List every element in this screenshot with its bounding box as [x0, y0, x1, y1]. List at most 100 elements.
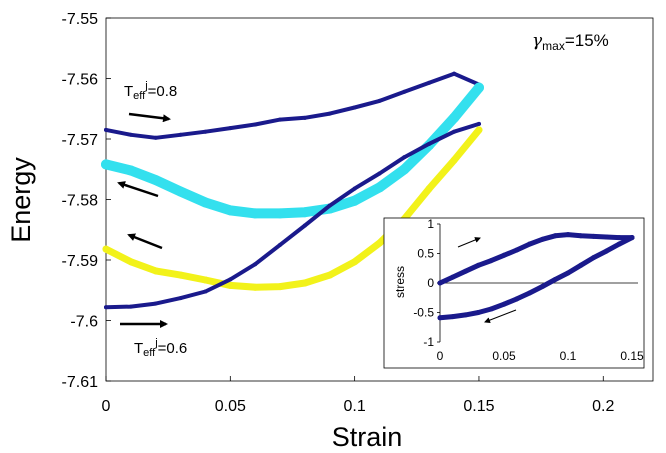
data-point — [449, 112, 460, 123]
data-point — [153, 301, 158, 306]
data-point — [104, 127, 108, 132]
main-plot: -7.55 -7.56 -7.57 -7.58 -7.59 -7.6 -7.61 0 0.05… — [62, 11, 654, 415]
inset-data-point — [501, 301, 507, 307]
data-point — [301, 279, 309, 287]
data-point — [278, 117, 283, 122]
data-point — [425, 185, 433, 193]
inset-arrow-upper — [457, 237, 481, 248]
gamma-max-annotation: γmax=15% — [532, 31, 609, 53]
arrow-left-cyan — [117, 181, 159, 198]
teff-lower-prefix: T — [134, 340, 143, 357]
inset-data-point — [552, 233, 558, 239]
inset-y-tick-label: 1 — [427, 217, 434, 231]
arrow-left-yellow — [127, 233, 163, 250]
teff-lower-label: Teffj=0.6 — [134, 337, 187, 359]
inset-data-point — [591, 255, 597, 261]
data-point — [427, 80, 432, 85]
series-layer — [101, 71, 484, 310]
inset-arrow-lower — [484, 309, 517, 323]
x-tick-label: 0.15 — [463, 398, 494, 415]
inset-x-tick-label: 0 — [437, 349, 444, 363]
inset-data-point — [475, 310, 481, 315]
inset-x-tick-label: 0.1 — [560, 349, 577, 363]
data-point — [276, 283, 284, 291]
teff-upper-label: Teffj=0.8 — [124, 80, 177, 102]
data-point — [228, 277, 233, 282]
data-point — [178, 296, 183, 301]
data-point — [452, 71, 457, 76]
data-point — [251, 283, 259, 291]
teff-upper-sub: eff — [133, 90, 146, 102]
x-axis-label: Strain — [332, 422, 403, 452]
data-point — [302, 223, 307, 228]
data-point — [351, 258, 359, 266]
x-tick-label: 0.1 — [344, 398, 366, 415]
inset-x-ticks: 0 0.05 0.1 0.15 — [437, 349, 644, 363]
inset-data-point — [616, 235, 622, 241]
series-teff-0.8-dark — [104, 71, 481, 140]
inset-x-tick-label: 0.05 — [492, 349, 516, 363]
inset-data-point — [565, 232, 571, 238]
inset-data-point — [475, 262, 481, 268]
data-point — [278, 242, 283, 247]
y-tick-label: -7.6 — [70, 314, 98, 331]
inset-data-point — [437, 315, 443, 321]
data-point — [402, 89, 407, 94]
data-point — [349, 195, 360, 206]
data-point — [399, 164, 410, 175]
data-point — [275, 208, 286, 219]
series-teff-0.6-dark — [104, 121, 481, 310]
inset-data-point — [578, 262, 584, 268]
inset-y-tick-label: 0 — [427, 276, 434, 290]
y-tick-label: -7.55 — [62, 11, 99, 28]
inset-data-point — [488, 258, 494, 264]
y-axis-ticks: -7.55 -7.56 -7.57 -7.58 -7.59 -7.6 -7.61 — [62, 11, 111, 391]
data-point — [427, 141, 432, 146]
inset-unloading-branch — [437, 235, 635, 321]
teff-upper-prefix: T — [124, 83, 133, 100]
teff-upper-sup: j — [144, 80, 147, 92]
data-point — [299, 207, 310, 218]
data-point — [452, 129, 457, 134]
inset-frame — [383, 217, 645, 369]
data-point — [228, 126, 233, 131]
data-point — [302, 115, 307, 120]
inset-data-point — [527, 290, 533, 296]
data-point — [475, 126, 483, 134]
data-point — [352, 186, 357, 191]
y-tick-label: -7.57 — [62, 132, 99, 149]
data-point — [200, 197, 211, 208]
data-point — [450, 156, 458, 164]
x-axis-ticks: 0 0.05 0.1 0.15 0.2 — [102, 376, 614, 415]
teff-lower-suffix: =0.6 — [158, 340, 188, 357]
inset-data-point — [501, 252, 507, 258]
data-point — [101, 159, 111, 170]
inset-data-point — [437, 280, 443, 286]
data-point — [225, 205, 236, 216]
data-point — [175, 186, 186, 197]
inset-series-layer — [437, 232, 635, 321]
series-yellow — [102, 126, 483, 291]
data-point — [152, 267, 160, 275]
data-point — [203, 129, 208, 134]
data-point — [473, 82, 484, 93]
data-point — [402, 155, 407, 160]
x-tick-label: 0.05 — [215, 398, 246, 415]
inset-y-tick-label: -1 — [423, 335, 434, 349]
inset-data-point — [603, 234, 609, 240]
inset-data-point — [450, 314, 456, 320]
data-point — [128, 132, 133, 137]
data-point — [374, 182, 385, 193]
series-cyan — [101, 82, 484, 219]
gamma-symbol: γ — [532, 31, 543, 51]
data-point — [377, 171, 382, 176]
data-point — [377, 98, 382, 103]
inset-y-axis-label: stress — [393, 266, 407, 298]
data-point — [250, 208, 261, 219]
data-point — [201, 276, 209, 284]
data-point — [102, 245, 110, 253]
inset-y-tick-label: -0.5 — [413, 306, 434, 320]
x-tick-label: 0.2 — [592, 398, 614, 415]
inset-x-tick-label: 0.15 — [620, 349, 644, 363]
arrow-right-upper — [128, 112, 171, 123]
